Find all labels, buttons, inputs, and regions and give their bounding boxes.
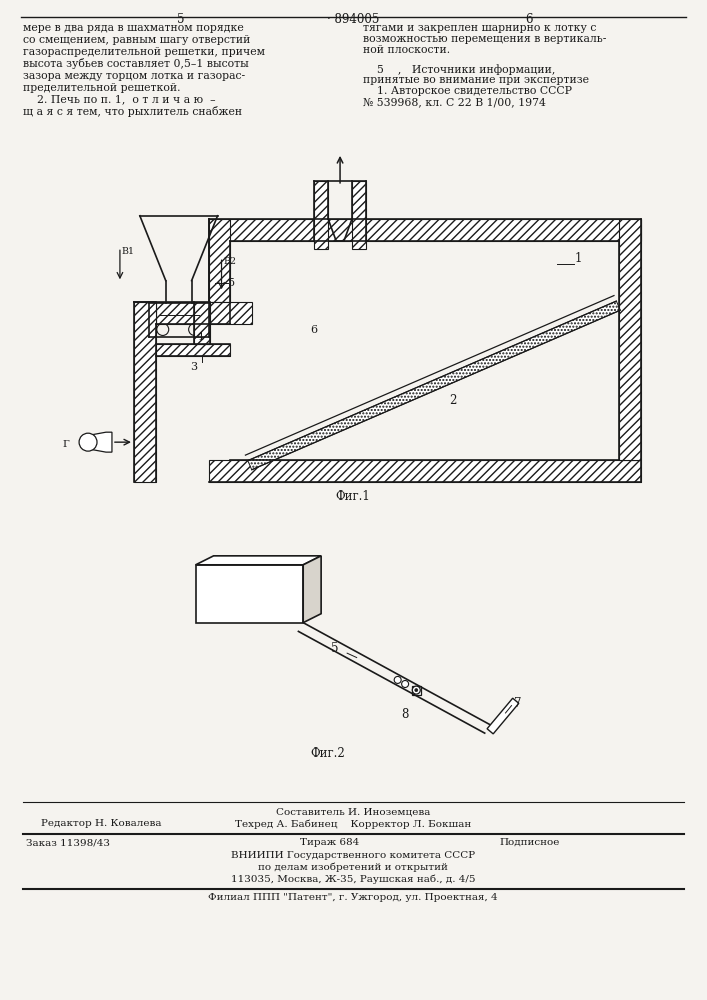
Circle shape	[412, 686, 420, 694]
Bar	[411, 686, 421, 695]
Text: 6: 6	[525, 13, 533, 26]
Text: по делам изобретений и открытий: по делам изобретений и открытий	[258, 863, 448, 872]
Bar	[156, 344, 230, 356]
Text: Фиг.1: Фиг.1	[336, 490, 370, 503]
Text: 1: 1	[574, 252, 581, 265]
Text: 2: 2	[450, 394, 457, 407]
Text: принятые во внимание при экспертизе: принятые во внимание при экспертизе	[363, 75, 589, 85]
Text: 6: 6	[310, 325, 317, 335]
Bar	[156, 302, 252, 324]
Bar	[134, 302, 156, 482]
Text: Техред А. Бабинец    Корректор Л. Бокшан: Техред А. Бабинец Корректор Л. Бокшан	[235, 819, 471, 829]
Circle shape	[415, 689, 418, 692]
Text: Редактор Н. Ковалева: Редактор Н. Ковалева	[41, 819, 162, 828]
Text: 7: 7	[513, 697, 521, 710]
Text: 5    ,   Источники информации,: 5 , Источники информации,	[363, 64, 555, 75]
Text: 5: 5	[228, 278, 235, 288]
Text: Фиг.2: Фиг.2	[310, 747, 345, 760]
Polygon shape	[247, 301, 620, 470]
Text: 5: 5	[177, 13, 185, 26]
Text: ной плоскости.: ной плоскости.	[363, 45, 450, 55]
Text: возможностью перемещения в вертикаль-: возможностью перемещения в вертикаль-	[363, 34, 607, 44]
Text: ВНИИПИ Государственного комитета СССР: ВНИИПИ Государственного комитета СССР	[231, 851, 475, 860]
Bar	[619, 219, 641, 460]
Bar	[209, 219, 230, 302]
Text: Составитель И. Иноземцева: Составитель И. Иноземцева	[276, 807, 430, 816]
Text: В1: В1	[122, 247, 135, 256]
Text: · 894005: · 894005	[327, 13, 379, 26]
Polygon shape	[84, 432, 112, 452]
Text: 1. Авторское свидетельство СССР: 1. Авторское свидетельство СССР	[363, 86, 572, 96]
Text: Г: Г	[63, 440, 69, 449]
Bar	[194, 302, 209, 344]
Bar	[314, 181, 328, 249]
Text: № 539968, кл. С 22 В 1/00, 1974: № 539968, кл. С 22 В 1/00, 1974	[363, 97, 546, 107]
Text: тягами и закреплен шарнирно к лотку с: тягами и закреплен шарнирно к лотку с	[363, 23, 596, 33]
Text: 5: 5	[331, 642, 339, 655]
Text: 4: 4	[197, 332, 204, 342]
Bar	[352, 181, 366, 249]
Circle shape	[79, 433, 97, 451]
Text: Тираж 684: Тираж 684	[300, 838, 359, 847]
Text: 113035, Москва, Ж-35, Раушская наб., д. 4/5: 113035, Москва, Ж-35, Раушская наб., д. …	[230, 875, 475, 884]
Polygon shape	[196, 556, 321, 565]
Text: Подписное: Подписное	[499, 838, 560, 847]
Circle shape	[395, 676, 401, 683]
Polygon shape	[487, 698, 519, 734]
Text: В2: В2	[223, 257, 237, 266]
Text: 8: 8	[402, 708, 409, 721]
Text: 3: 3	[189, 362, 197, 372]
Text: Заказ 11398/43: Заказ 11398/43	[26, 838, 110, 847]
Bar	[196, 565, 303, 623]
Polygon shape	[303, 556, 321, 623]
Text: мере в два ряда в шахматном порядке
со смещением, равным шагу отверстий
газорасп: мере в два ряда в шахматном порядке со с…	[23, 23, 265, 117]
Bar	[209, 219, 641, 241]
Bar	[209, 460, 641, 482]
Text: Филиал ППП "Патент", г. Ужгород, ул. Проектная, 4: Филиал ППП "Патент", г. Ужгород, ул. Про…	[208, 893, 498, 902]
Circle shape	[402, 681, 409, 687]
